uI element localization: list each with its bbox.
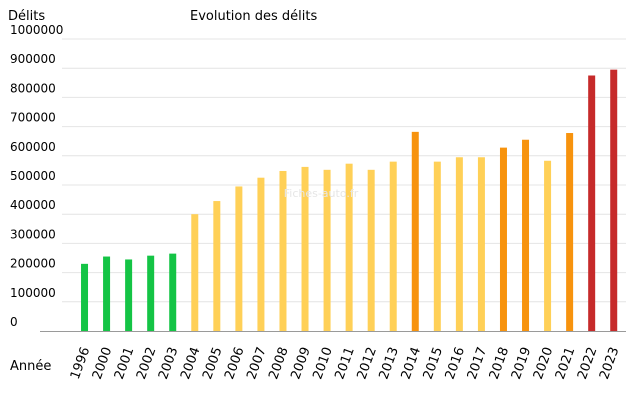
bar-2004 [191,214,199,331]
chart-title: Evolution des délits [190,9,317,24]
y-tick-label: 700000 [10,111,56,125]
bar-2019 [522,139,530,331]
bar-2011 [345,163,353,331]
bar-2000 [103,256,111,331]
y-tick-label: 300000 [10,227,56,241]
bar-2014 [411,131,419,331]
y-tick-label: 400000 [10,198,56,212]
bar-2015 [433,161,441,331]
bar-2002 [147,255,155,331]
bar-2016 [455,157,463,331]
bar-2013 [389,161,397,331]
bar-2010 [323,169,331,331]
bar-2003 [169,253,177,331]
bar-2021 [566,133,574,331]
bar-2005 [213,201,221,331]
bar-2006 [235,186,243,331]
y-tick-label: 800000 [10,81,56,95]
x-axis-label: Année [10,359,51,374]
y-tick-label: 1000000 [10,23,63,37]
watermark: Fiches-auto.fr [284,187,359,200]
bar-2007 [257,177,265,331]
y-tick-label: 600000 [10,140,56,154]
bar-2017 [477,157,485,331]
y-axis-label: Délits [8,9,45,24]
y-tick-label: 900000 [10,52,56,66]
y-tick-label: 500000 [10,169,56,183]
x-tick-label: 2023 [597,345,622,381]
bar-2020 [544,160,552,331]
bar-2001 [125,259,133,331]
y-tick-label: 100000 [10,286,56,300]
bar-2009 [301,166,309,331]
bar-1996 [81,263,89,331]
y-tick-label: 0 [10,315,18,329]
y-tick-label: 200000 [10,257,56,271]
bar-2008 [279,170,287,331]
bar-2018 [499,147,507,331]
bar-2022 [588,75,596,331]
bar-2023 [610,69,618,331]
bar-2012 [367,169,375,331]
